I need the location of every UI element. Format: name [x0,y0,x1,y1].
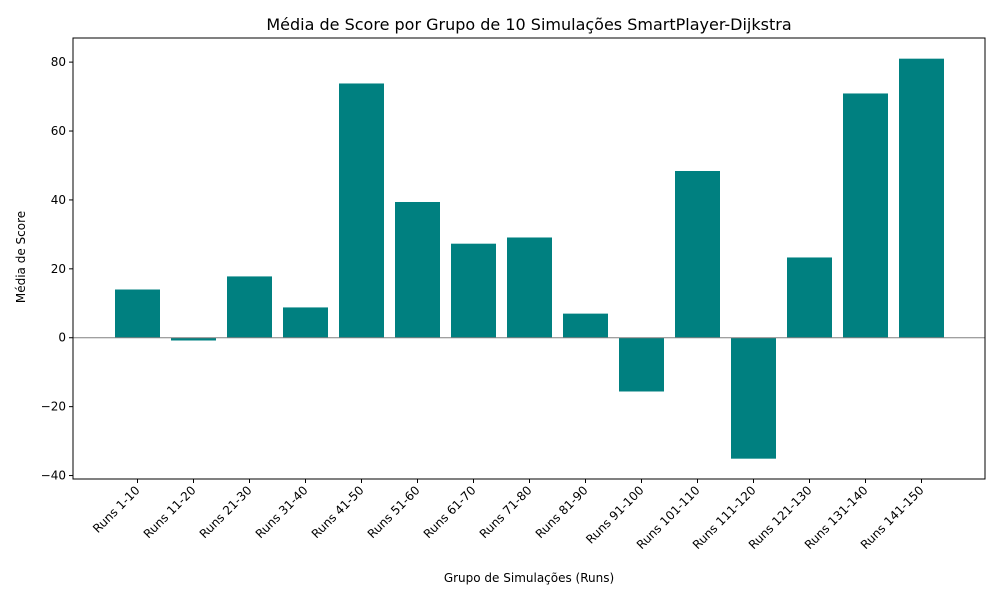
bar-runs-31-40 [283,307,328,338]
bar-runs-21-30 [227,276,272,338]
x-tick-label: Runs 11-20 [141,483,199,541]
x-tick-label: Runs 61-70 [421,483,479,541]
bar-runs-91-100 [619,337,664,392]
bar-runs-111-120 [731,337,776,459]
y-tick-label: 20 [51,262,66,276]
x-tick-label: Runs 41-50 [309,483,367,541]
x-tick-label: Runs 31-40 [253,483,311,541]
y-axis-label: Média de Score [14,211,28,303]
y-tick-label: 0 [58,331,66,345]
x-tick-label: Runs 21-30 [197,483,255,541]
y-tick-label: 80 [51,55,66,69]
y-axis: −40 −20 0 20 40 60 80 [41,55,73,483]
bar-runs-51-60 [395,201,440,338]
x-tick-label: Runs 71-80 [477,483,535,541]
y-tick-label: −20 [41,400,66,414]
y-tick-label: −40 [41,469,66,483]
bar-runs-61-70 [451,243,496,338]
y-tick-label: 40 [51,193,66,207]
bar-runs-131-140 [843,93,888,338]
bar-runs-41-50 [339,83,384,338]
bar-runs-1-10 [115,289,160,338]
x-tick-label: Runs 81-90 [533,483,591,541]
x-tick-label: Runs 91-100 [583,483,646,546]
bar-runs-141-150 [899,58,944,338]
x-axis-label: Grupo de Simulações (Runs) [444,571,614,585]
bar-runs-101-110 [675,170,720,338]
chart-title: Média de Score por Grupo de 10 Simulaçõe… [266,15,791,34]
bars-group [115,58,944,459]
bar-runs-71-80 [507,237,552,338]
bar-runs-121-130 [787,257,832,338]
x-tick-label: Runs 51-60 [365,483,423,541]
bar-runs-11-20 [171,337,216,341]
y-tick-label: 60 [51,124,66,138]
bar-runs-81-90 [563,313,608,338]
x-tick-label: Runs 1-10 [90,483,143,536]
